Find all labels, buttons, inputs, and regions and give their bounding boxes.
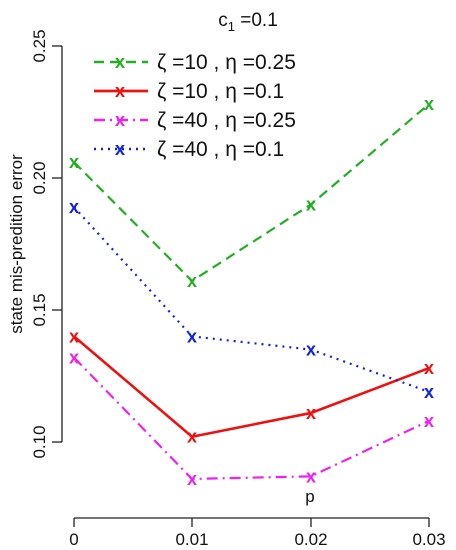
- data-point-marker: x: [424, 382, 434, 402]
- data-point-marker: x: [424, 358, 434, 378]
- series-line: [73, 206, 430, 393]
- legend-marker: x: [115, 81, 125, 101]
- series-line: [73, 335, 430, 439]
- data-point-marker: x: [306, 466, 316, 486]
- y-tick-label: 0.25: [30, 29, 49, 62]
- legend: x ζ =10 , η =0.25 x ζ =10 , η =0.1 x ζ =40 , …: [94, 51, 296, 161]
- y-axis-ticks: 0.10 0.15 0.20 0.25: [30, 29, 62, 459]
- legend-item: x ζ =40 , η =0.25: [94, 109, 296, 132]
- chart-title-subscript: 1: [228, 19, 235, 34]
- x-axis-ticks: 0 0.01 0.02 0.03: [69, 518, 446, 549]
- legend-label: ζ =10 , η =0.1: [157, 80, 284, 103]
- data-point-marker: x: [424, 94, 434, 114]
- data-point-marker: x: [69, 326, 79, 346]
- series-line: [73, 103, 430, 283]
- data-point-marker: x: [306, 194, 316, 214]
- x-tick-label: 0.02: [294, 530, 327, 549]
- x-tick-label: 0.01: [175, 530, 208, 549]
- data-point-marker: x: [187, 326, 197, 346]
- legend-item: x ζ =10 , η =0.25: [94, 51, 296, 74]
- legend-marker: x: [115, 110, 125, 130]
- legend-item: x ζ =40 , η =0.1: [94, 138, 284, 161]
- chart-title-rest: =0.1: [235, 10, 278, 31]
- legend-item: x ζ =10 , η =0.1: [94, 80, 284, 103]
- series-3: xx xx: [69, 348, 434, 489]
- x-tick-label: 0: [69, 530, 78, 549]
- data-point-marker: x: [69, 197, 79, 217]
- x-axis-label: p: [305, 487, 314, 506]
- legend-label: ζ =40 , η =0.25: [157, 109, 296, 132]
- data-point-marker: x: [306, 403, 316, 423]
- y-tick-label: 0.20: [30, 161, 49, 194]
- data-point-marker: x: [69, 152, 79, 172]
- legend-label: ζ =40 , η =0.1: [157, 138, 284, 161]
- y-tick-label: 0.15: [30, 293, 49, 326]
- data-point-marker: x: [187, 427, 197, 447]
- data-point-marker: x: [187, 271, 197, 291]
- y-tick-label: 0.10: [30, 425, 49, 458]
- data-point-marker: x: [306, 340, 316, 360]
- data-point-marker: x: [69, 348, 79, 368]
- legend-label: ζ =10 , η =0.25: [157, 51, 296, 74]
- data-point-marker: x: [187, 469, 197, 489]
- chart-title: c1 =0.1: [218, 10, 278, 34]
- series-line: [73, 356, 430, 481]
- data-point-marker: x: [424, 411, 434, 431]
- chart-title-main: c: [218, 10, 228, 31]
- x-tick-label: 0.03: [412, 530, 445, 549]
- y-axis-label: state mis-predition error: [7, 154, 26, 334]
- legend-marker: x: [115, 52, 125, 72]
- legend-marker: x: [115, 139, 125, 159]
